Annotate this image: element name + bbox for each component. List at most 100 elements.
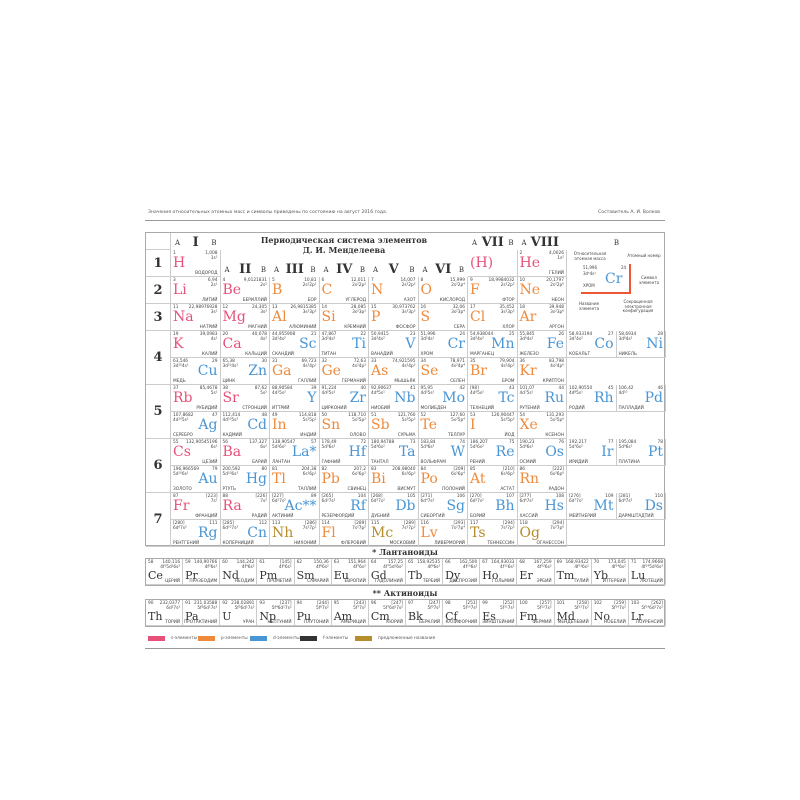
element-cell[interactable]: S 16 32,06 3s²3p⁴ СЕРА xyxy=(418,304,468,331)
element-cell[interactable]: Ho 67 164,93033 4f¹¹6s² ГОЛЬМИЙ xyxy=(480,559,518,585)
element-cell[interactable]: Cd 48 112,414 4d¹⁰5s² КАДМИЙ xyxy=(220,412,270,439)
element-cell[interactable]: Tm 69 168,93422 4f¹³6s² ТУЛИЙ xyxy=(554,559,592,585)
element-cell[interactable]: Sc 21 44,955908 3d¹4s² СКАНДИЙ xyxy=(270,331,320,358)
element-cell[interactable]: Cn 112 [285] 6d¹⁰7s² КОПЕРНИЦИЙ xyxy=(220,520,270,547)
element-cell[interactable]: Db 105 [268] 6d³7s² ДУБНИЙ xyxy=(369,493,419,520)
element-cell[interactable]: Hf 72 178,49 5d²6s² ГАФНИЙ xyxy=(319,439,369,466)
element-cell[interactable]: Pu 94 [244] 5f⁶7s² ПЛУТОНИЙ xyxy=(294,600,332,626)
element-cell[interactable]: Hs 108 [277] 6d⁶7s² ХАССИЙ xyxy=(517,493,567,520)
element-cell[interactable]: Sr 38 87,62 5s² СТРОНЦИЙ xyxy=(220,385,270,412)
element-cell[interactable]: Cu 29 63,546 3d¹⁰4s¹ МЕДЬ xyxy=(171,358,221,385)
element-cell[interactable]: Cs 55 132,90545196 6s¹ ЦЕЗИЙ xyxy=(171,439,221,466)
element-cell[interactable]: Rg 111 [280] 6d⁹7s² РЕНТГЕНИЙ xyxy=(171,520,221,547)
element-cell[interactable]: Br 35 79,904 4s²4p⁵ БРОМ xyxy=(468,358,518,385)
element-cell[interactable]: Sm 62 150,36 4f⁶6s² САМАРИЙ xyxy=(294,559,332,585)
element-cell[interactable]: O 8 15,999 2s²2p⁴ КИСЛОРОД xyxy=(418,277,468,304)
element-cell[interactable]: Cf 98 [251] 5f¹⁰7s² КАЛИФОРНИЙ xyxy=(443,600,481,626)
element-cell[interactable]: K 19 39,0983 4s¹ КАЛИЙ xyxy=(171,331,221,358)
element-cell[interactable]: P 15 30,973762 3s²3p³ ФОСФОР xyxy=(369,304,419,331)
element-cell[interactable]: Sb 51 121,760 5s²5p³ СУРЬМА xyxy=(369,412,419,439)
element-cell[interactable]: Md 101 [258] 5f¹³7s² МЕНДЕЛЕВИЙ xyxy=(554,600,592,626)
element-cell[interactable]: Ra 88 [226] 7s² РАДИЙ xyxy=(220,493,270,520)
element-cell[interactable]: Cm 96 [247] 5f⁷6d¹7s² КЮРИЙ xyxy=(368,600,406,626)
element-cell[interactable]: Nb 41 92,90637 4d⁴5s¹ НИОБИЙ xyxy=(369,385,419,412)
element-cell[interactable]: Ge 32 72,63 4s²4p² ГЕРМАНИЙ xyxy=(319,358,369,385)
element-cell[interactable]: N 7 14,007 2s²2p³ АЗОТ xyxy=(369,277,419,304)
element-cell[interactable]: Mn 25 54,938044 3d⁵4s² МАРГАНЕЦ xyxy=(468,331,518,358)
element-cell[interactable]: Lv 116 [293] 7s²7p⁴ ЛИВЕРМОРИЙ xyxy=(418,520,468,547)
element-cell[interactable]: Lu 71 174,9668 4f¹⁴5d¹6s² ЛЮТЕЦИЙ xyxy=(628,559,666,585)
element-cell[interactable]: Gd 64 157,25 4f⁷5d¹6s² ГАДОЛИНИЙ xyxy=(368,559,406,585)
element-cell[interactable]: Ta 73 180,94788 5d³6s² ТАНТАЛ xyxy=(369,439,419,466)
element-cell[interactable]: Yb 70 173,045 4f¹⁴6s² ИТТЕРБИЙ xyxy=(591,559,629,585)
element-cell[interactable]: Ga 31 69,723 4s²4p¹ ГАЛЛИЙ xyxy=(270,358,320,385)
element-cell[interactable]: Fm 100 [257] 5f¹²7s² ФЕРМИЙ xyxy=(517,600,555,626)
element-cell[interactable]: Bi 83 208,98040 6s²6p³ ВИСМУТ xyxy=(369,466,419,493)
element-cell[interactable]: Rn 86 [222] 6s²6p⁶ РАДОН xyxy=(517,466,567,493)
element-cell[interactable]: I 53 126,90447 5s²5p⁵ ЙОД xyxy=(468,412,518,439)
element-cell[interactable]: No 102 [259] 5f¹⁴7s² НОБЕЛИЙ xyxy=(591,600,629,626)
element-cell[interactable]: At 85 [210] 6s²6p⁵ АСТАТ xyxy=(468,466,518,493)
element-cell[interactable]: U 92 238,02891 5f³6d¹7s² УРАН xyxy=(220,600,258,626)
element-cell[interactable]: Rb 37 85,4678 5s¹ РУБИДИЙ xyxy=(171,385,221,412)
element-cell[interactable]: Fe 26 55,845 3d⁶4s² ЖЕЛЕЗО xyxy=(517,331,567,358)
element-cell[interactable]: Ca 20 40,078 4s² КАЛЬЦИЙ xyxy=(220,331,270,358)
element-cell[interactable]: Co 27 58,933194 3d⁷4s² КОБАЛЬТ xyxy=(567,331,617,358)
element-cell[interactable]: Tl 81 204,38 6s²6p¹ ТАЛЛИЙ xyxy=(270,466,320,493)
element-cell[interactable]: Si 14 28,085 3s²3p² КРЕМНИЙ xyxy=(319,304,369,331)
element-cell[interactable]: Pm 61 [145] 4f⁵6s² ПРОМЕТИЙ xyxy=(257,559,295,585)
element-cell[interactable]: Ds 110 [281] 6d⁸7s² ДАРМШТАДТИЙ xyxy=(616,493,666,520)
element-cell[interactable]: Fl 114 [289] 7s²7p² ФЛЕРОВИЙ xyxy=(319,520,369,547)
element-cell[interactable]: Ti 22 47,867 3d²4s² ТИТАН xyxy=(319,331,369,358)
element-cell[interactable]: Cl 17 35,452 3s²3p⁵ ХЛОР xyxy=(468,304,518,331)
element-cell[interactable]: Mg 12 24,305 3s² МАГНИЙ xyxy=(220,304,270,331)
element-cell[interactable]: Mo 42 95,95 4d⁵5s¹ МОЛИБДЕН xyxy=(418,385,468,412)
element-cell[interactable]: H 1 1,008 1s¹ ВОДОРОД xyxy=(171,250,221,277)
element-cell[interactable]: Er 68 167,259 4f¹²6s² ЭРБИЙ xyxy=(517,559,555,585)
element-cell[interactable]: F 9 18,9984032 2s²2p⁵ ФТОР xyxy=(468,277,518,304)
element-cell[interactable]: Pr 59 140,90766 4f³6s² ПРАЗЕОДИМ xyxy=(183,559,221,585)
element-cell[interactable]: Hg 80 200,592 5d¹⁰6s² РТУТЬ xyxy=(220,466,270,493)
element-cell[interactable]: Pa 91 231,03588 5f²6d¹7s² ПРОТАКТИНИЙ xyxy=(183,600,221,626)
element-cell[interactable]: B 5 10,81 2s²2p¹ БОР xyxy=(270,277,320,304)
element-cell[interactable]: Ru 44 101,07 4d⁷5s¹ РУТЕНИЙ xyxy=(517,385,567,412)
element-cell[interactable]: V 23 50,9415 3d³4s² ВАНАДИЙ xyxy=(369,331,419,358)
element-cell[interactable]: Te 52 127,60 5s²5p⁴ ТЕЛЛУР xyxy=(418,412,468,439)
element-cell[interactable]: Ac** 89 [227] 6d¹7s² АКТИНИЙ xyxy=(270,493,320,520)
element-cell[interactable]: Al 13 26,9815385 3s²3p¹ АЛЮМИНИЙ xyxy=(270,304,320,331)
element-cell[interactable]: Ag 47 107,8682 4d¹⁰5s¹ СЕРЕБРО xyxy=(171,412,221,439)
element-cell[interactable]: Y 39 88,90584 4d¹5s² ИТТРИЙ xyxy=(270,385,320,412)
element-cell[interactable]: Pd 46 106,42 4d¹⁰ ПАЛЛАДИЙ xyxy=(616,385,666,412)
element-cell[interactable]: Be 4 9,0121831 2s² БЕРИЛЛИЙ xyxy=(220,277,270,304)
element-cell[interactable]: Tc 43 [98] 4d⁵5s² ТЕХНЕЦИЙ xyxy=(468,385,518,412)
element-cell[interactable]: Ne 10 20,1797 2s²2p⁶ НЕОН xyxy=(517,277,567,304)
element-cell[interactable]: Tb 65 158,92535 4f⁹6s² ТЕРБИЙ xyxy=(406,559,444,585)
element-cell[interactable]: Bk 97 [247] 5f⁹7s² БЕРКЛИЙ xyxy=(406,600,444,626)
element-cell[interactable]: Cr 24 51,996 3d⁵4s¹ ХРОМ xyxy=(418,331,468,358)
element-cell[interactable]: Fr 87 [223] 7s¹ ФРАНЦИЙ xyxy=(171,493,221,520)
element-cell[interactable]: Ni 28 58,6934 3d⁸4s² НИКЕЛЬ xyxy=(616,331,666,358)
element-cell[interactable]: Sn 50 118,710 5s²5p² ОЛОВО xyxy=(319,412,369,439)
element-cell[interactable]: Mc 115 [289] 7s²7p³ МОСКОВИЙ xyxy=(369,520,419,547)
element-cell[interactable]: Ir 77 192,217 5d⁷6s² ИРИДИЙ xyxy=(567,439,617,466)
element-cell[interactable]: Rf 104 [265] 6d²7s² РЕЗЕРФОРДИЙ xyxy=(319,493,369,520)
element-cell[interactable]: Eu 63 151,964 4f⁷6s² ЕВРОПИЙ xyxy=(331,559,369,585)
element-cell[interactable]: Ar 18 39,948 3s²3p⁶ АРГОН xyxy=(517,304,567,331)
element-cell[interactable]: As 33 74,921595 4s²4p³ МЫШЬЯК xyxy=(369,358,419,385)
element-cell[interactable]: Po 84 [209] 6s²6p⁴ ПОЛОНИЙ xyxy=(418,466,468,493)
element-cell[interactable]: Zn 30 65,38 3d¹⁰4s² ЦИНК xyxy=(220,358,270,385)
element-cell[interactable]: Xe 54 131,293 5s²5p⁶ КСЕНОН xyxy=(517,412,567,439)
element-cell[interactable]: W 74 183,84 5d⁴6s² ВОЛЬФРАМ xyxy=(418,439,468,466)
element-cell[interactable]: Kr 36 83,798 4s²4p⁶ КРИПТОН xyxy=(517,358,567,385)
element-cell[interactable]: Mt 109 [276] 6d⁷7s² МЕЙТНЕРИЙ xyxy=(567,493,617,520)
element-cell[interactable]: Ts 117 [294] 7s²7p⁵ ТЕННЕССИН xyxy=(468,520,518,547)
element-cell[interactable]: Na 11 22,98976928 3s¹ НАТРИЙ xyxy=(171,304,221,331)
element-cell[interactable]: Nh 113 [286] 7s²7p¹ НИХОНИЙ xyxy=(270,520,320,547)
element-cell[interactable]: Dy 66 162,500 4f¹⁰6s² ДИСПРОЗИЙ xyxy=(443,559,481,585)
element-cell[interactable]: Au 79 196,966569 5d¹⁰6s¹ ЗОЛОТО xyxy=(171,466,221,493)
element-cell[interactable]: (H) xyxy=(468,250,518,277)
element-cell[interactable]: Np 93 [237] 5f⁴6d¹7s² НЕПТУНИЙ xyxy=(257,600,295,626)
element-cell[interactable]: Re 75 186,207 5d⁵6s² РЕНИЙ xyxy=(468,439,518,466)
element-cell[interactable]: Zr 40 91,224 4d²5s² ЦИРКОНИЙ xyxy=(319,385,369,412)
element-cell[interactable]: Es 99 [252] 5f¹¹7s² ЭЙНШТЕЙНИЙ xyxy=(480,600,518,626)
